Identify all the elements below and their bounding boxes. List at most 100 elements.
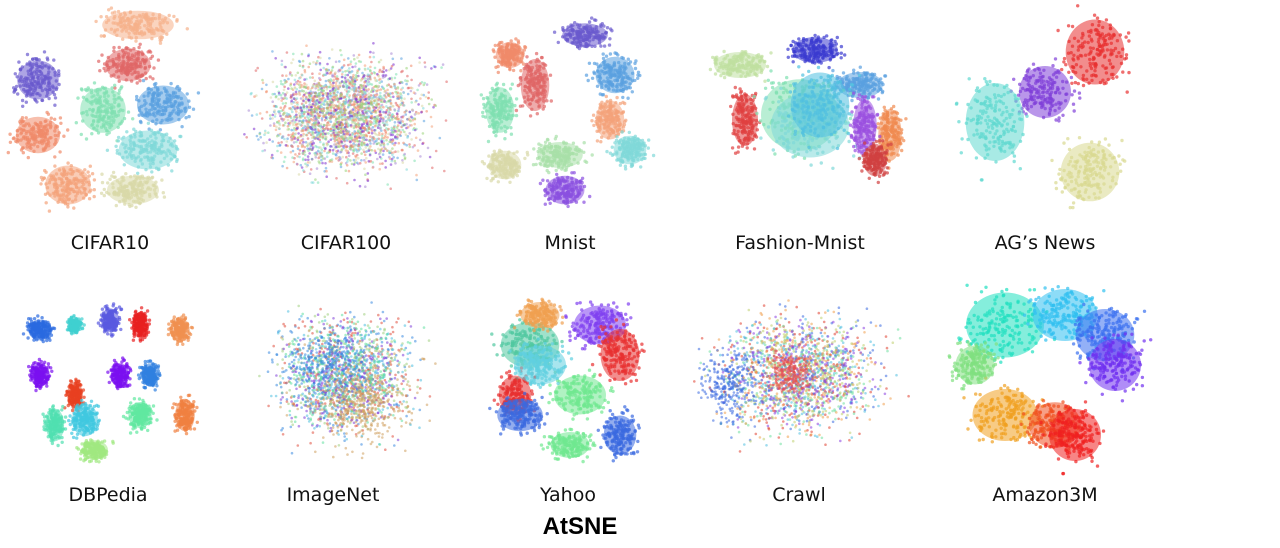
point bbox=[305, 105, 309, 108]
point bbox=[66, 128, 70, 132]
point bbox=[349, 62, 352, 66]
point bbox=[418, 61, 421, 64]
point bbox=[326, 95, 329, 98]
point bbox=[390, 157, 394, 161]
point bbox=[373, 128, 376, 132]
point bbox=[296, 101, 299, 104]
point bbox=[132, 127, 136, 131]
point bbox=[332, 91, 336, 95]
point bbox=[368, 123, 372, 127]
point bbox=[337, 141, 341, 144]
point bbox=[335, 177, 338, 180]
point bbox=[383, 90, 386, 93]
point bbox=[52, 58, 56, 62]
point bbox=[276, 144, 279, 148]
point bbox=[169, 81, 173, 86]
point bbox=[343, 105, 346, 108]
point bbox=[298, 64, 302, 67]
point bbox=[316, 112, 319, 115]
point bbox=[287, 87, 290, 90]
point bbox=[258, 132, 262, 136]
point bbox=[445, 80, 448, 83]
point bbox=[268, 114, 272, 117]
point bbox=[317, 116, 321, 119]
point bbox=[348, 67, 351, 70]
point bbox=[275, 125, 278, 129]
point bbox=[337, 84, 341, 87]
point bbox=[392, 151, 395, 154]
point bbox=[318, 50, 322, 54]
point bbox=[34, 57, 39, 61]
point bbox=[326, 72, 329, 75]
point bbox=[297, 136, 300, 139]
point bbox=[116, 135, 121, 140]
point bbox=[349, 76, 353, 79]
point bbox=[102, 34, 106, 38]
point bbox=[343, 80, 346, 84]
point bbox=[315, 94, 319, 98]
point bbox=[384, 159, 387, 163]
point bbox=[393, 121, 397, 124]
point bbox=[318, 92, 322, 95]
cluster-0-1 bbox=[97, 42, 161, 90]
point bbox=[105, 132, 109, 137]
point bbox=[271, 156, 275, 160]
point bbox=[291, 58, 295, 61]
point bbox=[379, 117, 383, 120]
point bbox=[271, 100, 275, 103]
point bbox=[86, 86, 90, 90]
point bbox=[354, 62, 358, 65]
point bbox=[608, 37, 612, 41]
point bbox=[369, 69, 372, 73]
point bbox=[385, 69, 388, 72]
point bbox=[321, 92, 325, 95]
point bbox=[277, 91, 281, 95]
point bbox=[316, 99, 319, 102]
point bbox=[351, 88, 354, 91]
point bbox=[125, 130, 129, 134]
point bbox=[356, 71, 359, 74]
cluster-0-0 bbox=[12, 50, 61, 109]
point bbox=[99, 34, 104, 38]
point bbox=[100, 180, 105, 185]
point bbox=[354, 89, 358, 93]
point bbox=[378, 112, 382, 116]
point bbox=[363, 127, 367, 130]
point bbox=[322, 123, 326, 127]
point bbox=[292, 160, 296, 164]
point bbox=[102, 66, 106, 71]
point bbox=[552, 30, 557, 34]
point bbox=[404, 133, 408, 136]
point bbox=[331, 84, 335, 87]
point bbox=[137, 45, 141, 50]
cluster-core bbox=[102, 10, 174, 40]
point bbox=[409, 119, 412, 123]
point bbox=[311, 86, 314, 89]
cluster-core bbox=[595, 100, 625, 140]
point bbox=[264, 131, 267, 135]
point bbox=[305, 133, 309, 137]
point bbox=[277, 126, 281, 130]
point bbox=[290, 61, 293, 65]
point bbox=[301, 121, 304, 124]
point bbox=[592, 123, 596, 128]
point bbox=[349, 144, 353, 147]
point bbox=[353, 94, 357, 97]
point bbox=[423, 65, 427, 69]
point bbox=[349, 71, 353, 74]
point bbox=[319, 153, 323, 156]
point bbox=[53, 155, 57, 159]
point bbox=[14, 84, 19, 89]
point bbox=[320, 118, 324, 122]
point bbox=[385, 149, 389, 152]
cluster-core bbox=[15, 116, 61, 154]
point bbox=[325, 111, 329, 114]
point bbox=[369, 120, 372, 123]
point bbox=[291, 149, 295, 153]
point bbox=[425, 110, 429, 113]
point bbox=[385, 84, 389, 87]
point bbox=[364, 68, 367, 72]
point bbox=[25, 52, 30, 57]
point bbox=[363, 98, 367, 101]
point bbox=[313, 79, 317, 83]
